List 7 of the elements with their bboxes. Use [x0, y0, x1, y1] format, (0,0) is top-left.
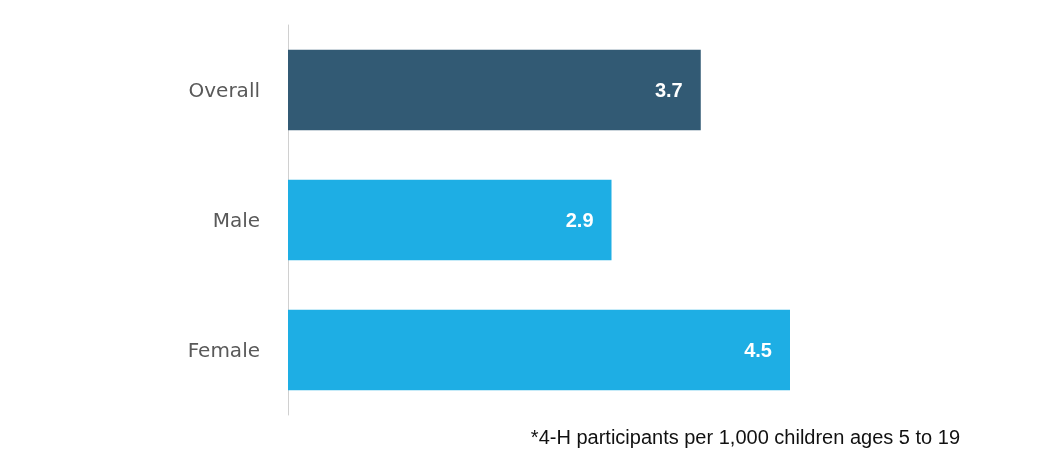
data-label: 2.9	[565, 209, 594, 231]
y-tick-label: Overall	[188, 78, 260, 102]
text: *4-H participants per 1,000 children ages 5 to 19	[530, 426, 961, 448]
y-tick-label: Female	[187, 338, 260, 362]
y-tick-label: Male	[212, 208, 260, 232]
data-label: 3.7	[654, 79, 683, 101]
data-label: 4.5	[744, 339, 772, 361]
